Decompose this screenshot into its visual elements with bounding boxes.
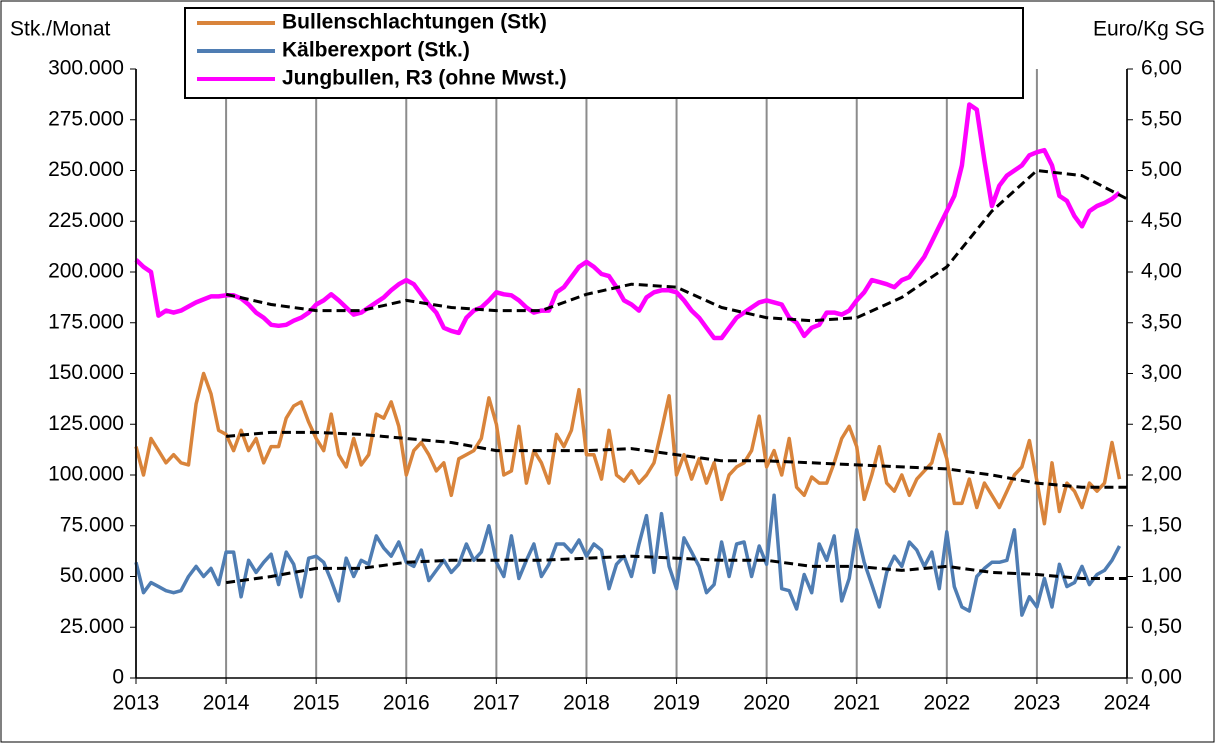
y-tick-label: 275.000 [48,107,124,130]
x-tick-label: 2024 [1104,692,1151,715]
y-tick-label: 225.000 [48,209,124,232]
y2-tick-label: 1,00 [1141,564,1182,587]
x-tick-label: 2019 [653,692,700,715]
y2-axis-title: Euro/Kg SG [1093,18,1205,41]
trend-line [225,554,1127,585]
series-line [134,493,1122,617]
legend-label: Kälberexport (Stk.) [282,39,470,62]
x-tick-label: 2023 [1014,692,1061,715]
y-tick-label: 75.000 [60,513,124,536]
y-tick-label: 200.000 [48,260,124,283]
y2-tick-label: 6,00 [1141,57,1182,80]
x-tick-label: 2016 [383,692,430,715]
x-tick-label: 2017 [473,692,520,715]
trend-line [225,430,1127,489]
y-tick-label: 125.000 [48,412,124,435]
y-tick-label: 25.000 [60,615,124,638]
y2-tick-label: 2,00 [1141,463,1182,486]
y2-tick-label: 3,00 [1141,361,1182,384]
y2-tick-label: 2,50 [1141,412,1182,435]
x-tick-label: 2014 [203,692,250,715]
y-axis-title: Stk./Monat [10,18,111,41]
legend-label: Jungbullen, R3 (ohne Mwst.) [282,67,567,90]
y-tick-label: 50.000 [60,564,124,587]
y2-tick-label: 0,00 [1141,666,1182,689]
x-tick-label: 2020 [743,692,790,715]
series-line [134,102,1121,341]
series-line [134,371,1122,526]
y-tick-label: 175.000 [48,310,124,333]
y-tick-label: 300.000 [48,57,124,80]
legend [184,7,1024,99]
y2-tick-label: 5,50 [1141,107,1182,130]
y-tick-label: 0 [112,666,124,689]
y2-tick-label: 5,00 [1141,158,1182,181]
y-tick-label: 250.000 [48,158,124,181]
y2-tick-label: 4,50 [1141,209,1182,232]
y2-tick-label: 0,50 [1141,615,1182,638]
legend-label: Bullenschlachtungen (Stk) [282,11,547,34]
x-tick-label: 2013 [113,692,160,715]
x-tick-label: 2022 [923,692,970,715]
y2-tick-label: 4,00 [1141,260,1182,283]
x-tick-label: 2018 [563,692,610,715]
x-tick-label: 2015 [293,692,340,715]
y2-tick-label: 3,50 [1141,310,1182,333]
y2-tick-label: 1,50 [1141,513,1182,536]
y-tick-label: 150.000 [48,361,124,384]
y-tick-label: 100.000 [48,463,124,486]
x-tick-label: 2021 [833,692,880,715]
